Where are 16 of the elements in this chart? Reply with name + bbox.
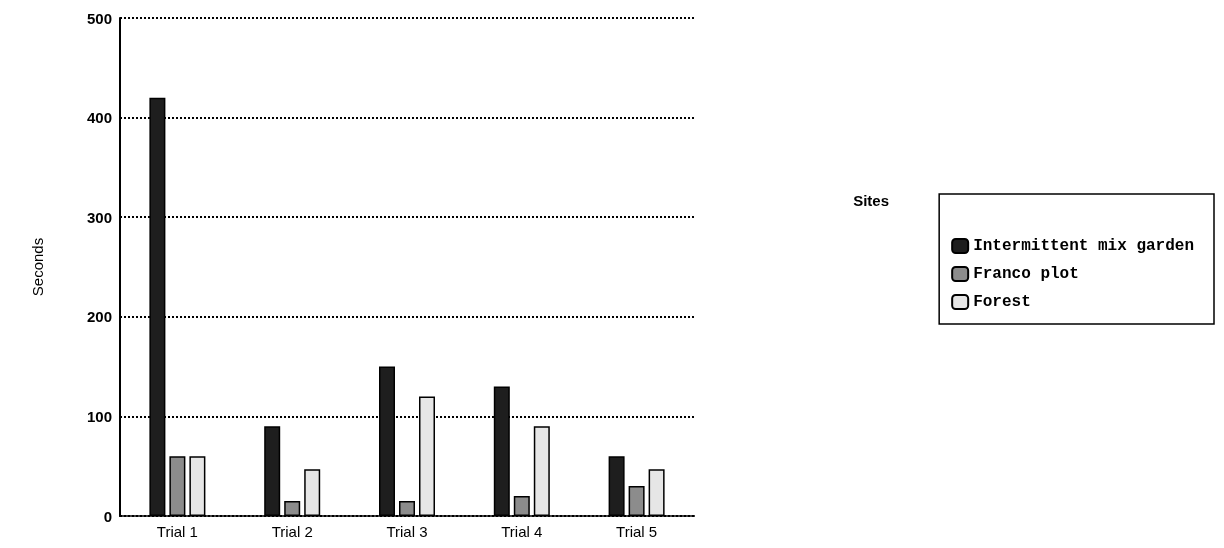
y-axis-title: Seconds: [29, 237, 46, 297]
y-tick-label: 100: [86, 407, 112, 425]
legend-label: Franco plot: [973, 265, 1079, 283]
legend-label: Forest: [973, 293, 1031, 311]
x-tick-label: Trial 1: [156, 523, 198, 540]
y-tick-label: 400: [86, 109, 112, 127]
x-tick-label: Trial 3: [386, 523, 428, 540]
legend-title: Sites: [853, 192, 890, 209]
y-tick-label: 200: [86, 308, 112, 326]
x-tick-label: Trial 5: [616, 523, 658, 540]
y-tick-label: 300: [86, 208, 112, 226]
x-tick-label: Trial 2: [271, 523, 313, 540]
legend-label: Intermittent mix garden: [973, 237, 1195, 255]
y-tick-label: 500: [86, 9, 112, 27]
x-tick-label: Trial 4: [501, 523, 543, 540]
y-tick-label: 0: [103, 507, 112, 525]
